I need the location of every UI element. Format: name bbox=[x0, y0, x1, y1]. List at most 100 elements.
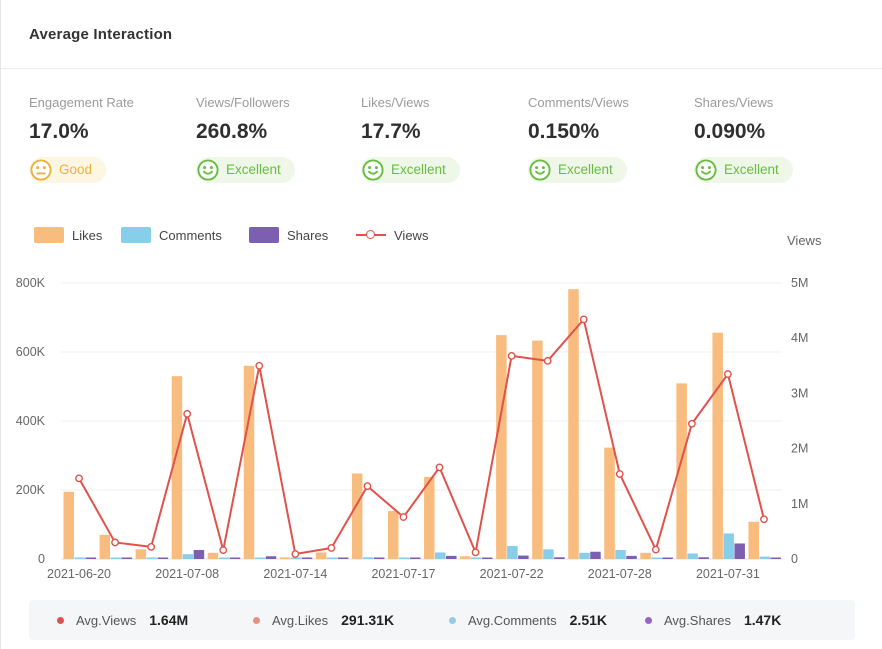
smiley-icon bbox=[695, 159, 717, 181]
views-point[interactable] bbox=[291, 550, 300, 558]
views-point[interactable] bbox=[724, 370, 732, 378]
interaction-chart[interactable]: 0 200K 400K 600K 800K 0 1M 2M 3M 4M 5M 2021-06-20 20… bbox=[1, 265, 882, 595]
comments-bar[interactable] bbox=[507, 545, 518, 559]
likes-bar[interactable] bbox=[63, 491, 75, 559]
likes-bar[interactable] bbox=[532, 340, 543, 559]
legend-label: Likes bbox=[72, 227, 103, 243]
likes-bar[interactable] bbox=[496, 335, 507, 559]
likes-bar[interactable] bbox=[387, 511, 399, 559]
shares-bar[interactable] bbox=[337, 557, 349, 560]
shares-bar[interactable] bbox=[373, 557, 385, 560]
likes-bar[interactable] bbox=[351, 473, 363, 559]
likes-bar[interactable] bbox=[171, 376, 183, 559]
views-point[interactable] bbox=[507, 351, 516, 360]
metric-value: 17.0% bbox=[29, 120, 89, 143]
comments-bar[interactable] bbox=[687, 553, 698, 559]
summary-label: Avg.Likes bbox=[272, 612, 329, 628]
likes-bar[interactable] bbox=[135, 549, 147, 559]
views-point[interactable] bbox=[471, 548, 480, 557]
comments-bar[interactable] bbox=[435, 552, 446, 559]
shares-bar[interactable] bbox=[85, 557, 97, 560]
comments-bar[interactable] bbox=[326, 557, 338, 560]
shares-bar[interactable] bbox=[590, 551, 601, 559]
shares-bar[interactable] bbox=[409, 557, 421, 560]
rating-label: Good bbox=[59, 162, 93, 177]
comments-bar[interactable] bbox=[146, 557, 158, 560]
views-point[interactable] bbox=[579, 315, 588, 324]
likes-bar[interactable] bbox=[748, 521, 759, 559]
likes-bar[interactable] bbox=[712, 332, 723, 559]
views-point[interactable] bbox=[615, 470, 624, 478]
likes-bar[interactable] bbox=[424, 476, 435, 559]
shares-bar[interactable] bbox=[770, 557, 781, 560]
views-point[interactable] bbox=[183, 409, 192, 418]
views-point[interactable] bbox=[219, 546, 228, 555]
shares-bar[interactable] bbox=[265, 556, 277, 559]
comments-bar[interactable] bbox=[254, 557, 266, 560]
left-axis-tick: 0 bbox=[38, 552, 45, 566]
summary-label: Avg.Views bbox=[76, 612, 137, 628]
views-point[interactable] bbox=[760, 515, 768, 524]
likes-bar[interactable] bbox=[640, 552, 651, 559]
shares-bar[interactable] bbox=[446, 555, 457, 559]
legend-item-comments[interactable]: Comments bbox=[121, 227, 222, 243]
comments-bar[interactable] bbox=[362, 557, 374, 559]
comments-bar[interactable] bbox=[615, 550, 626, 559]
comments-bar[interactable] bbox=[218, 557, 230, 560]
legend-item-views[interactable]: Views bbox=[356, 227, 428, 243]
shares-bar[interactable] bbox=[121, 557, 133, 560]
shares-bar[interactable] bbox=[157, 557, 169, 560]
comments-bar[interactable] bbox=[543, 549, 554, 559]
views-point[interactable] bbox=[435, 463, 444, 472]
views-point[interactable] bbox=[111, 538, 119, 547]
comments-bar[interactable] bbox=[182, 554, 194, 559]
shares-bar[interactable] bbox=[554, 557, 565, 559]
shares-bar[interactable] bbox=[301, 557, 313, 560]
views-point[interactable] bbox=[363, 482, 372, 491]
views-point[interactable] bbox=[327, 544, 336, 552]
shares-bar[interactable] bbox=[229, 557, 241, 560]
shares-swatch-icon bbox=[249, 227, 279, 243]
comments-bar[interactable] bbox=[398, 557, 410, 560]
views-line[interactable] bbox=[78, 318, 765, 556]
likes-bar[interactable] bbox=[243, 365, 255, 559]
views-point[interactable] bbox=[687, 419, 696, 428]
likes-bar[interactable] bbox=[676, 383, 687, 559]
likes-bar[interactable] bbox=[315, 552, 327, 559]
likes-bar[interactable] bbox=[604, 447, 615, 559]
comments-bar[interactable] bbox=[579, 552, 590, 559]
shares-bar[interactable] bbox=[698, 557, 709, 559]
comments-bar[interactable] bbox=[290, 557, 302, 560]
likes-bar[interactable] bbox=[207, 552, 219, 559]
likes-bar[interactable] bbox=[460, 556, 471, 559]
summary-avg-comments: Avg.Comments 2.51K bbox=[449, 612, 645, 628]
metric-label: Comments/Views bbox=[528, 95, 629, 110]
views-point[interactable] bbox=[75, 474, 83, 483]
comments-bar[interactable] bbox=[74, 557, 86, 560]
right-axis-tick: 3M bbox=[791, 386, 808, 400]
metric-views-followers: Views/Followers 260.8% Excellent bbox=[196, 95, 295, 183]
shares-bar[interactable] bbox=[626, 555, 637, 559]
views-point[interactable] bbox=[399, 513, 408, 521]
shares-bar[interactable] bbox=[193, 550, 205, 559]
shares-bar[interactable] bbox=[518, 555, 529, 559]
likes-bar[interactable] bbox=[568, 289, 579, 559]
shares-bar[interactable] bbox=[734, 543, 745, 559]
comments-bar[interactable] bbox=[110, 557, 122, 560]
comments-bar[interactable] bbox=[651, 557, 662, 560]
summary-bar: Avg.Views 1.64M Avg.Likes 291.31K Avg.Co… bbox=[29, 600, 855, 640]
views-point[interactable] bbox=[651, 545, 660, 554]
likes-bar[interactable] bbox=[99, 534, 111, 559]
views-point[interactable] bbox=[147, 542, 156, 551]
shares-bar[interactable] bbox=[662, 557, 673, 560]
comments-bar[interactable] bbox=[759, 556, 770, 559]
likes-bar[interactable] bbox=[279, 557, 291, 559]
views-point[interactable] bbox=[255, 361, 264, 370]
legend-label: Views bbox=[394, 227, 429, 243]
legend-item-likes[interactable]: Likes bbox=[34, 227, 102, 243]
comments-bar[interactable] bbox=[723, 533, 734, 559]
views-point[interactable] bbox=[543, 356, 552, 365]
comments-bar[interactable] bbox=[471, 557, 482, 560]
legend-item-shares[interactable]: Shares bbox=[249, 227, 328, 243]
shares-bar[interactable] bbox=[482, 557, 493, 560]
